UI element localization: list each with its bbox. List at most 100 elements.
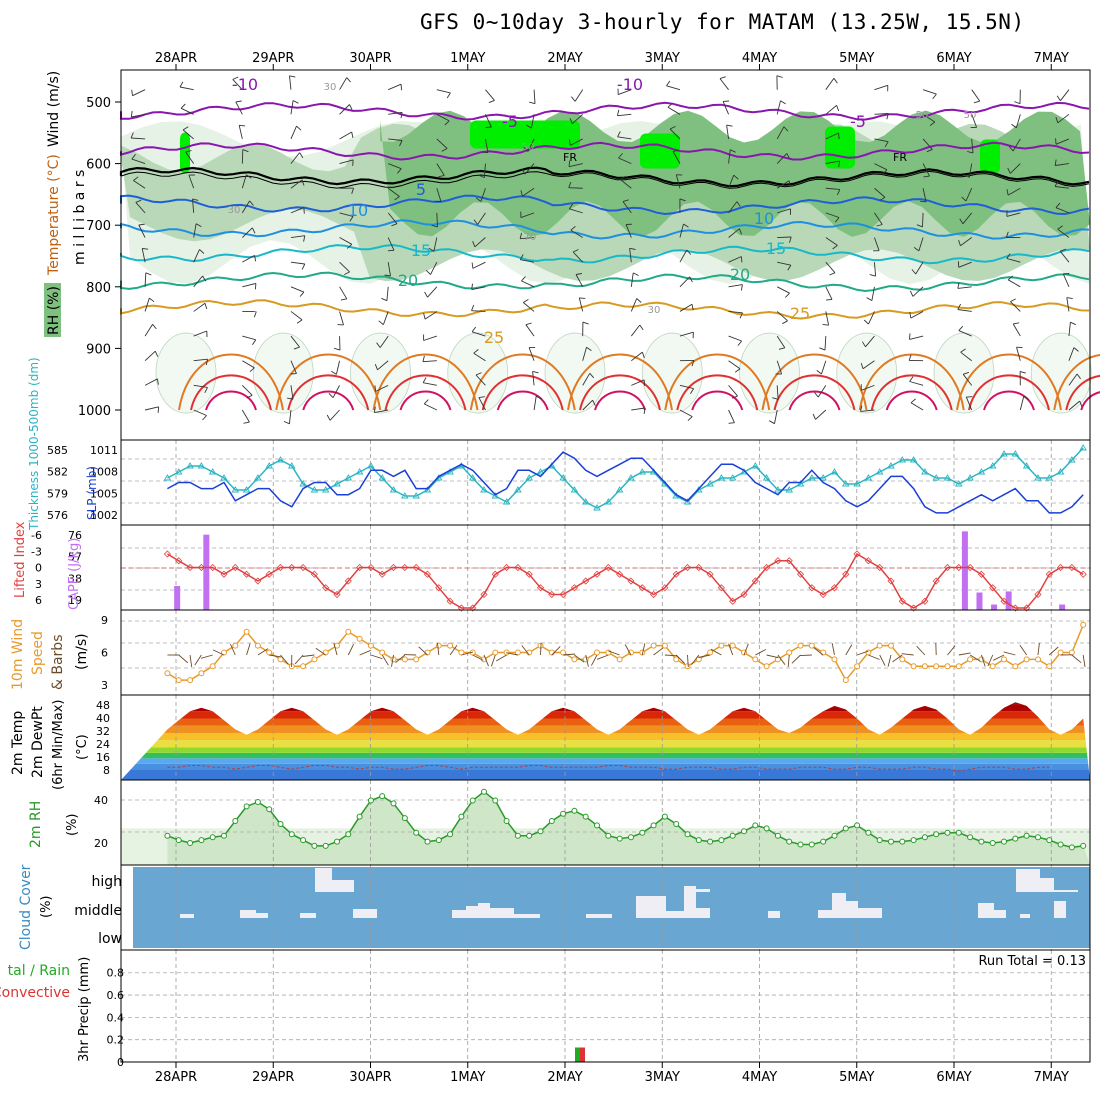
wind-barb-flag [154, 351, 159, 357]
wind-barb-flag [1054, 159, 1057, 166]
wind10-barb [229, 643, 236, 656]
cape-bar [991, 604, 998, 610]
contour-label: 25 [790, 304, 810, 323]
wind10-barb [302, 654, 315, 657]
wind10-barb [294, 654, 304, 665]
lifted-index-marker [887, 577, 895, 585]
wind-barb-flag [886, 113, 889, 120]
wind-barb-flag [525, 124, 532, 129]
wind-barb [388, 111, 403, 115]
wind10-barb [980, 654, 986, 667]
wind10-line-marker [1057, 649, 1064, 656]
wind-barb-flag [1006, 253, 1011, 259]
wind-barb [424, 311, 438, 320]
wind10-line-marker [401, 656, 408, 663]
wind10-barb [892, 654, 903, 663]
wind10-line-marker [944, 663, 951, 670]
cloud-block [696, 908, 710, 918]
wind10-barb [189, 654, 193, 667]
wind-barb [957, 286, 972, 289]
wind-barb-flag [384, 274, 391, 277]
wind-barb-flag [787, 264, 792, 271]
rh2m-line-marker [266, 806, 273, 813]
wind-barb [144, 350, 156, 362]
rh2m-line-marker [628, 834, 634, 841]
wind-barb-flag [478, 174, 485, 179]
thickness-marker [559, 474, 567, 481]
wind-barb-flag [961, 196, 967, 202]
wind10-barb [624, 644, 632, 656]
wind10-barb [506, 652, 518, 656]
thickness-marker [525, 474, 534, 481]
wind-barb [474, 237, 486, 248]
wind-barb [679, 409, 693, 417]
wind-barb-flag [568, 181, 572, 188]
wind-barb-flag [923, 175, 930, 178]
rh2m-line-marker [763, 825, 770, 832]
wind-barb-flag [683, 223, 689, 228]
date-label-top: 30APR [349, 51, 391, 66]
cape-axis-label: CAPE (J/kg) [67, 538, 82, 610]
wind-barb [133, 180, 146, 189]
wind-barb-flag [592, 399, 596, 406]
low-temp-arch [469, 353, 576, 411]
wind-barb [241, 174, 247, 189]
rh2m-line-marker [695, 837, 702, 844]
rh2m-line-marker [774, 832, 781, 839]
wind-barb-flag [130, 110, 133, 117]
low-rh-blob [447, 332, 509, 414]
wind-barb [522, 187, 535, 197]
lifted-index-marker [604, 563, 612, 572]
low-temp-arch [287, 374, 370, 411]
thickness-marker [932, 474, 940, 481]
wind-barb [478, 397, 486, 411]
wind-barb-flag [478, 396, 485, 399]
wind-barb [241, 409, 250, 423]
temp-tick-label: 16 [96, 751, 110, 764]
wind-barb [386, 286, 389, 301]
thickness-marker [299, 480, 307, 487]
wind10-barb [391, 654, 394, 667]
lifted-index-marker [457, 604, 465, 612]
slp-axis-label: SLP (mb) [85, 466, 99, 520]
lifted-index-marker [593, 570, 601, 578]
wind10-barb [879, 654, 886, 666]
wind-barb [874, 262, 877, 277]
wind10-tick-label: 9 [101, 614, 108, 627]
wind-barb [679, 331, 694, 337]
cloud-tick-label: middle [74, 903, 122, 919]
wind-barb [815, 409, 827, 420]
lifted-index-marker [548, 590, 556, 599]
wind-barb [719, 78, 729, 90]
low-temp-arch [761, 353, 868, 411]
low-temp-arch [302, 390, 355, 411]
wind-barb-flag [669, 125, 676, 130]
thickness-marker [887, 462, 895, 469]
wind10-line-marker [854, 663, 861, 670]
wind10-unit-label: (m/s) [74, 633, 90, 670]
wind-barb [679, 249, 688, 263]
temp-tick-label: 40 [96, 712, 110, 725]
wind-barb-flag [344, 271, 350, 276]
temp-band [121, 758, 1090, 764]
wind-barb [193, 384, 208, 388]
wind-barb [874, 138, 889, 143]
wind-barb [1019, 396, 1025, 411]
wind-barb-flag [232, 76, 239, 80]
low-rh-blob [739, 332, 800, 414]
wind-barb [290, 335, 300, 348]
cape-bar [1059, 604, 1066, 610]
thickness-marker [355, 468, 364, 475]
wind-barb [520, 259, 535, 263]
wind10-barb [743, 643, 749, 656]
wind-barb-flag [617, 131, 621, 138]
wind-barb-flag [246, 174, 252, 179]
rh2m-line-marker [548, 818, 555, 824]
wind-barb-flag [351, 131, 354, 138]
rh2m-line-marker [526, 832, 533, 839]
wind10-line-marker [379, 649, 386, 656]
wind-barb [388, 138, 403, 141]
rh2m-tick-label: 40 [94, 794, 108, 807]
wind-barb-flag [814, 392, 819, 398]
wind-barb [572, 251, 584, 263]
